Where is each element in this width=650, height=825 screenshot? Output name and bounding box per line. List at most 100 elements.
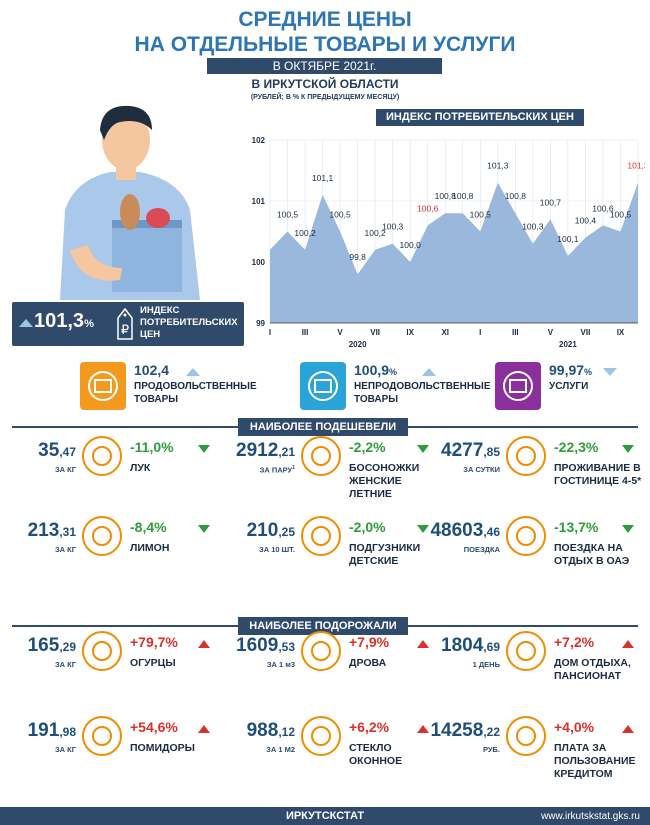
price-unit: ЗА КГ	[54, 660, 76, 669]
data-label: 101,1	[312, 173, 334, 183]
footer-org: ИРКУТСКСТАТ	[285, 810, 365, 822]
diaper-icon	[301, 516, 341, 556]
cpi-value: 101,3%	[34, 310, 94, 332]
tomato-icon	[82, 716, 122, 756]
data-label: 100,5	[277, 210, 299, 220]
up-arrow-icon	[422, 368, 436, 376]
change-pct: +54,6%	[130, 719, 178, 735]
price-value: 2912,21	[236, 440, 295, 461]
up-arrow-icon	[622, 725, 634, 733]
cpi-box: 101,3% ₽ ИНДЕКС ПОТРЕБИТЕЛЬСКИХ ЦЕН	[12, 302, 244, 346]
svg-text:₽: ₽	[121, 322, 129, 337]
up-arrow-icon	[198, 640, 210, 648]
change-pct: +6,2%	[349, 719, 390, 735]
x-tick-label: III	[512, 328, 519, 337]
pricier-title: НАИБОЛЕЕ ПОДОРОЖАЛИ	[238, 617, 408, 635]
price-unit: ЗА КГ	[54, 745, 76, 754]
change-pct: -2,2%	[349, 439, 386, 455]
year-label: 2020	[349, 340, 367, 349]
credit-icon	[506, 716, 546, 756]
category-value: 100,9%	[354, 362, 398, 378]
data-label: 100,5	[610, 210, 632, 220]
appliances-icon	[300, 362, 346, 410]
item-label: СТЕКЛО ОКОННОЕ	[349, 742, 403, 767]
footer-bar: ИРКУТСКСТАТ www.irkutskstat.gks.ru	[0, 807, 650, 825]
data-label: 100,5	[470, 210, 492, 220]
sandals-icon	[301, 436, 341, 476]
data-label: 100,6	[417, 203, 439, 213]
price-tag-icon: ₽	[117, 307, 133, 340]
change-pct: -11,0%	[130, 439, 174, 455]
change-pct: +7,2%	[554, 634, 595, 650]
year-label: 2021	[559, 340, 577, 349]
price-value: 48603,46	[430, 520, 500, 541]
period-bar: В ОКТЯБРЕ 2021г.	[207, 58, 442, 74]
data-label: 100,6	[592, 203, 614, 213]
item-label: БОСОНОЖКИ ЖЕНСКИЕ ЛЕТНИЕ	[349, 462, 420, 500]
down-arrow-icon	[603, 368, 617, 376]
services-icon	[495, 362, 541, 410]
y-tick-label: 102	[252, 136, 266, 145]
x-tick-label: VII	[370, 328, 380, 337]
price-value: 191,98	[27, 720, 76, 741]
x-tick-label: III	[302, 328, 309, 337]
resort-icon	[506, 631, 546, 671]
cpi-label: ИНДЕКС ПОТРЕБИТЕЛЬСКИХ ЦЕН	[140, 305, 238, 340]
item-label: ПОЕЗДКА НА ОТДЫХ В ОАЭ	[554, 542, 630, 567]
up-arrow-icon	[198, 725, 210, 733]
x-tick-label: V	[548, 328, 554, 337]
shopper-illustration	[60, 105, 200, 300]
up-arrow-icon	[417, 640, 429, 648]
data-label: 101,3	[627, 161, 645, 171]
hotel-icon	[506, 436, 546, 476]
price-unit: ЗА 10 ШТ.	[259, 545, 295, 554]
region-label: В ИРКУТСКОЙ ОБЛАСТИ	[251, 77, 399, 91]
data-label: 100,3	[382, 222, 404, 232]
footer-url[interactable]: www.irkutskstat.gks.ru	[541, 811, 640, 822]
data-label: 101,3	[487, 161, 509, 171]
data-label: 100,2	[365, 228, 387, 238]
up-arrow-icon	[186, 368, 200, 376]
price-unit: ЗА КГ	[54, 545, 76, 554]
x-tick-label: IX	[617, 328, 625, 337]
data-label: 100,8	[505, 191, 527, 201]
price-value: 988,12	[246, 720, 295, 741]
chart-title: ИНДЕКС ПОТРЕБИТЕЛЬСКИХ ЦЕН	[376, 109, 584, 126]
item-label: ОГУРЦЫ	[130, 657, 176, 669]
y-tick-label: 100	[252, 258, 266, 267]
category-label: УСЛУГИ	[549, 381, 589, 392]
y-tick-label: 99	[256, 319, 265, 328]
item-label: ЛУК	[130, 462, 151, 474]
x-tick-label: VII	[581, 328, 591, 337]
down-arrow-icon	[417, 445, 429, 453]
category-label: ПРОДОВОЛЬСТВЕННЫЕ ТОВАРЫ	[134, 381, 257, 405]
change-pct: +4,0%	[554, 719, 595, 735]
price-unit: ЗА 1 М2	[266, 745, 295, 754]
onion-icon	[82, 436, 122, 476]
x-tick-label: I	[269, 328, 271, 337]
change-pct: -2,0%	[349, 519, 386, 535]
price-value: 35,47	[38, 440, 76, 461]
price-unit: ЗА 1 м3	[266, 660, 295, 669]
price-unit: ЗА ПАРУ1	[259, 465, 295, 475]
price-unit: 1 ДЕНЬ	[472, 660, 500, 669]
x-tick-label: XI	[441, 328, 449, 337]
item-label: ПЛАТА ЗА ПОЛЬЗОВАНИЕ КРЕДИТОМ	[554, 742, 636, 780]
change-pct: -8,4%	[130, 519, 167, 535]
data-label: 100,0	[400, 240, 422, 250]
change-pct: +79,7%	[130, 634, 178, 650]
item-label: ЛИМОН	[130, 542, 170, 554]
down-arrow-icon	[622, 445, 634, 453]
change-pct: -22,3%	[554, 439, 599, 455]
title-line1: СРЕДНИЕ ЦЕНЫ	[238, 8, 412, 31]
price-value: 210,25	[246, 520, 295, 541]
y-tick-label: 101	[252, 197, 266, 206]
area-series	[270, 182, 638, 323]
price-value: 4277,85	[441, 440, 500, 461]
x-tick-label: I	[479, 328, 481, 337]
basket-icon	[80, 362, 126, 410]
price-unit: ЗА КГ	[54, 465, 76, 474]
price-unit: ЗА СУТКИ	[463, 465, 500, 474]
data-label: 100,5	[329, 210, 351, 220]
price-value: 1609,53	[236, 635, 295, 656]
